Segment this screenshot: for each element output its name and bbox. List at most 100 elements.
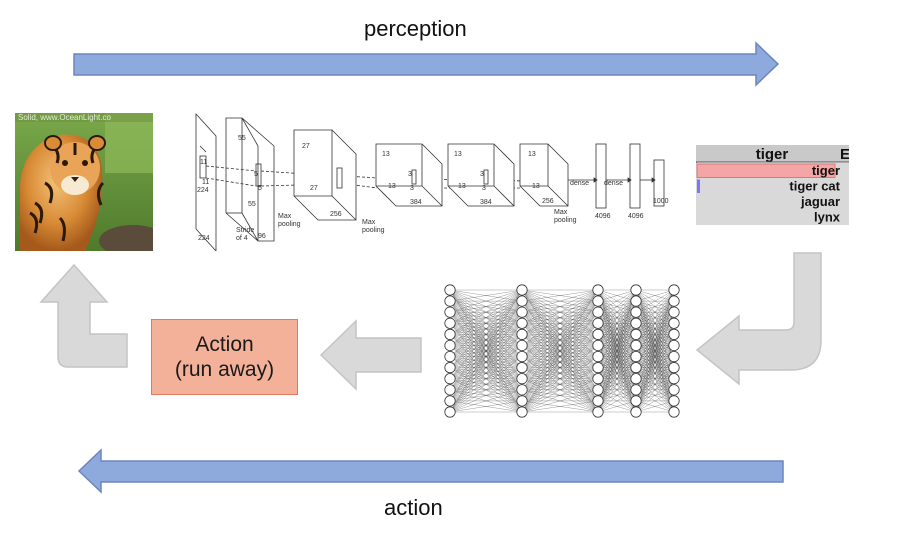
network-edge (597, 389, 637, 413)
network-edge (521, 323, 599, 413)
network-node (592, 317, 604, 329)
network-node (592, 328, 604, 340)
network-node (516, 373, 528, 385)
network-edge (635, 289, 675, 346)
network-edge (635, 400, 675, 413)
cnn-label-384b: 384 (480, 199, 492, 206)
cnn-label-27b: 27 (310, 185, 318, 192)
cnn-label-13a: 13 (382, 151, 390, 158)
network-edge (635, 289, 675, 379)
network-node (668, 373, 680, 385)
network-edge (597, 289, 637, 379)
prediction-label: jaguar (800, 194, 840, 209)
network-node (630, 395, 642, 407)
network-node (444, 406, 456, 418)
network-edge (449, 389, 523, 413)
network-edge (521, 289, 599, 346)
network-node (444, 384, 456, 396)
network-edge (635, 289, 675, 335)
network-node (592, 384, 604, 396)
network-node (668, 295, 680, 307)
network-edge (597, 289, 637, 346)
network-edge (521, 345, 599, 413)
network-node (592, 306, 604, 318)
network-edge (521, 289, 599, 401)
network-edge (449, 289, 523, 379)
cnn-label-384a: 384 (410, 199, 422, 206)
network-node (668, 350, 680, 363)
photo-watermark: Solid, www.OceanLight.co (18, 113, 111, 122)
cnn-label-4096a: 4096 (595, 213, 611, 220)
network-node (630, 317, 642, 329)
cnn-label-3b: 3 (410, 185, 414, 192)
network-node (444, 284, 456, 296)
network-node (668, 284, 680, 296)
network-edge (635, 345, 675, 413)
network-node (516, 317, 528, 329)
network-edge (597, 301, 637, 413)
network-edge (521, 289, 599, 390)
network-edge (449, 378, 523, 413)
network-node (516, 406, 528, 418)
network-edge (449, 289, 523, 413)
network-edge (449, 289, 523, 357)
network-edge (521, 367, 599, 413)
action-arrow (77, 448, 784, 494)
network-node (630, 339, 642, 352)
network-edge (449, 289, 523, 335)
network-node (630, 328, 642, 340)
cnn-label-256a: 256 (330, 211, 342, 218)
network-edge (521, 289, 599, 379)
network-node (592, 362, 604, 374)
network-edge (521, 301, 599, 413)
network-node (668, 317, 680, 329)
network-node (630, 406, 642, 418)
network-node (668, 384, 680, 396)
network-node (516, 384, 528, 396)
network-edge (635, 312, 675, 413)
network-edge (635, 289, 675, 413)
prediction-label: lynx (814, 210, 841, 225)
cnn-label-13d: 13 (458, 183, 466, 190)
up-arrow-to-tiger (39, 263, 128, 368)
network-node (592, 373, 604, 385)
network-edge (597, 289, 637, 313)
network-edge (449, 289, 523, 302)
cnn-label-maxpool1b: pooling (278, 221, 301, 228)
network-edge (635, 334, 675, 413)
network-edge (449, 289, 523, 346)
neural-network-diagram (444, 284, 680, 418)
network-node (444, 339, 456, 352)
network-edge (635, 289, 675, 368)
network-edge (521, 312, 599, 413)
network-edge (597, 289, 637, 357)
prediction-bar (697, 179, 700, 193)
network-edge (449, 334, 523, 413)
cnn-label-stride: Stride (236, 227, 254, 234)
network-node (444, 362, 456, 374)
cnn-label-4096b: 4096 (628, 213, 644, 220)
network-edge (449, 356, 523, 413)
network-node (592, 350, 604, 363)
network-edge (521, 289, 599, 302)
network-node (516, 339, 528, 352)
network-edge (521, 289, 599, 313)
network-edge (635, 289, 675, 313)
cnn-label-13e: 13 (528, 151, 536, 158)
network-edge (521, 289, 599, 357)
perception-label: perception (364, 16, 467, 41)
network-edge (635, 289, 675, 324)
network-edge (597, 356, 637, 413)
network-node (668, 395, 680, 407)
network-edge (635, 289, 675, 390)
network-node (630, 306, 642, 318)
network-edge (635, 378, 675, 413)
action-label: action (384, 495, 443, 520)
network-node (630, 384, 642, 396)
network-edge (521, 389, 599, 413)
network-node (630, 350, 642, 363)
network-edge (449, 367, 523, 413)
network-node (668, 339, 680, 352)
network-node (516, 328, 528, 340)
network-edge (449, 345, 523, 413)
